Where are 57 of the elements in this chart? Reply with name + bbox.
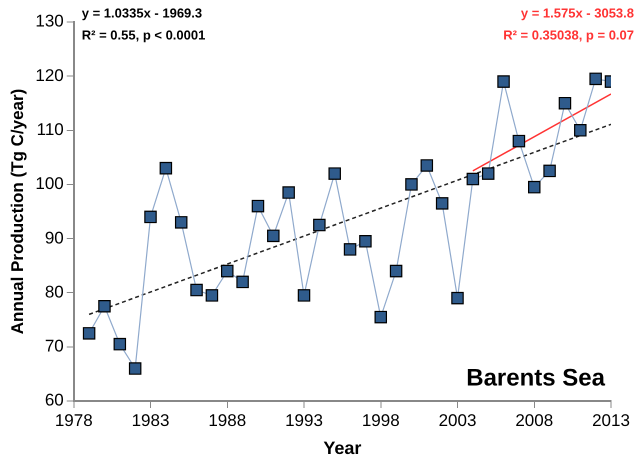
point [328, 167, 341, 180]
x-tick-label: 1988 [208, 410, 246, 430]
point [359, 235, 372, 248]
y-tick-label: 100 [35, 174, 64, 194]
y-tick-label: 110 [36, 120, 64, 139]
x-tick-label: 1993 [285, 410, 323, 430]
y-tick-label: 120 [35, 66, 64, 85]
annotation: R² = 0.55, p < 0.0001 [82, 28, 206, 43]
point [344, 243, 356, 256]
point [252, 200, 264, 212]
y-tick-label: 60 [44, 390, 64, 410]
point [574, 124, 587, 137]
point [190, 284, 203, 296]
point [420, 159, 434, 172]
point [236, 276, 249, 288]
point [313, 218, 326, 232]
point [282, 186, 295, 199]
point [497, 75, 510, 88]
point [128, 362, 142, 375]
x-axis-title: Year [323, 438, 362, 458]
point [466, 172, 480, 186]
point [267, 230, 280, 242]
annotation: Barents Sea [466, 364, 606, 392]
point [512, 134, 526, 148]
point [82, 327, 96, 340]
text: y = 1.575x - 3053.8 [520, 6, 634, 21]
x-tick-label: 1983 [132, 410, 170, 430]
point [528, 180, 541, 194]
text: y = 1.0335x - 1969.3 [82, 6, 202, 21]
point [114, 338, 126, 350]
point [390, 264, 402, 278]
point [144, 210, 157, 224]
y-tick-label: 90 [44, 228, 64, 248]
annotation: R² = 0.35038, p = 0.07 [503, 28, 634, 43]
x-tick-label: 1978 [54, 410, 93, 430]
point [374, 310, 388, 324]
point [298, 289, 310, 302]
point [589, 72, 602, 86]
point [174, 216, 188, 229]
y-tick-label: 80 [44, 282, 64, 302]
point [206, 289, 218, 302]
point [98, 300, 111, 313]
point [451, 292, 464, 304]
x-tick-label: 1998 [362, 410, 400, 430]
x-tick-label: 2003 [438, 410, 476, 430]
point [482, 167, 494, 180]
y-axis-title: Annual Production (Tg C/year) [8, 88, 27, 334]
y-tick-label: 70 [44, 336, 64, 356]
point [221, 264, 234, 278]
point [405, 178, 418, 191]
x-tick-label: 2013 [592, 410, 630, 430]
point [558, 96, 572, 110]
x-tick-label: 2008 [515, 410, 554, 430]
y-tick-label: 130 [35, 12, 64, 31]
point [436, 197, 448, 210]
point [543, 164, 556, 178]
point [160, 162, 172, 174]
